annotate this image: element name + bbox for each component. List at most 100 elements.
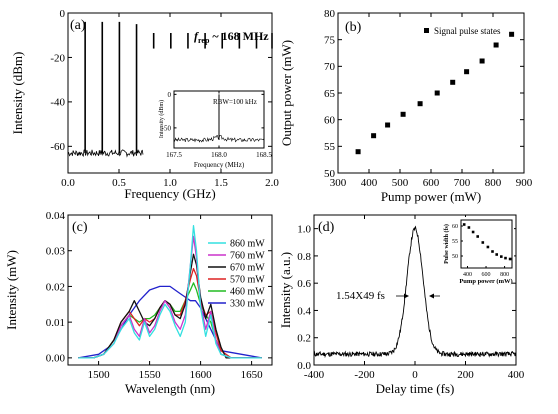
panel-d-inset-y-tick-label: 50 — [452, 254, 458, 260]
panel-c-ticks: 1500 1550 1600 1650 0.00 0.01 0.02 0.03 0.04 — [46, 210, 272, 381]
panel-b-data-point — [450, 79, 456, 85]
panel-a-inset-x-tick-label: 168.5 — [256, 151, 272, 159]
panel-b-data-point — [400, 111, 406, 117]
panel-d-y-tick-label: 0.8 — [297, 251, 311, 263]
panel-d-x-tick-label: -400 — [304, 369, 325, 381]
panel-b-y-tick-label: 75 — [324, 35, 336, 47]
panel-d-inset-y-tick-label: 60 — [452, 224, 458, 230]
panel-a-x-tick-label: 1.5 — [214, 177, 228, 189]
panel-a-x-tick-label: 1.0 — [163, 177, 177, 189]
panel-b-x-axis-label: Pump power (mW) — [381, 189, 481, 204]
panel-a-inset-x-tick-label: 167.5 — [166, 151, 182, 159]
panel-b-legend-label: Signal pulse states — [434, 26, 501, 36]
panel-d-autocorrelation-trace — [313, 225, 517, 359]
panel-c-x-tick-label: 1650 — [241, 369, 264, 381]
panel-c-legend-label: 860 mW — [230, 239, 265, 250]
panel-c-frame — [67, 214, 273, 366]
panel-d-autocorrelation: (d) -400 -200 0 200 400 0.0 0.2 0.4 0.6 0.8 1.0 1.… — [278, 214, 525, 396]
panel-d-inset-data-point — [508, 257, 512, 261]
panel-d-label: (d) — [318, 220, 335, 235]
panel-c-x-tick-label: 1500 — [88, 369, 111, 381]
panel-b-y-tick-label: 55 — [324, 141, 336, 153]
panel-b-y-tick-label: 50 — [324, 168, 336, 180]
panel-a-y-axis-label: Intensity (dBm) — [10, 52, 25, 135]
panel-a-x-tick-label: 0.0 — [61, 177, 75, 189]
panel-a-x-tick-label: 0.5 — [112, 177, 126, 189]
panel-a-inset-x-tick-label: 168.0 — [211, 151, 227, 159]
panel-a-inset: 167.5 168.0 168.5 -50 0 RBW=100 kHz Frequenc… — [158, 86, 272, 169]
panel-b-data-point — [479, 58, 485, 64]
panel-d-y-tick-label: 1.0 — [297, 223, 311, 235]
panel-d-y-tick-label: 0.6 — [297, 278, 311, 290]
panel-c-series-line — [78, 235, 262, 359]
panel-d-inset-data-point — [504, 256, 507, 260]
panel-c-y-tick-label: 0.03 — [46, 246, 66, 258]
panel-c-y-axis-label: Intensity (mW) — [4, 250, 19, 330]
panel-c-legend-label: 330 mW — [230, 299, 265, 310]
panel-b-label: (b) — [345, 20, 362, 35]
panel-d-y-tick-label: 0.0 — [297, 360, 311, 372]
panel-b-y-tick-label: 80 — [324, 8, 336, 20]
panel-b-y-tick-label: 70 — [324, 61, 336, 73]
panel-d-ticks: -400 -200 0 200 400 0.0 0.2 0.4 0.6 0.8 1.0 — [297, 215, 525, 381]
panel-a-noise-trace — [67, 149, 144, 158]
panel-a-y-tick-label: -60 — [50, 141, 65, 153]
panel-b-y-tick-label: 65 — [324, 88, 336, 100]
panel-c-legend-label: 760 mW — [230, 251, 265, 262]
panel-b-data-point — [434, 90, 440, 96]
panel-d-plot — [313, 225, 517, 359]
panel-b-plot — [355, 31, 515, 155]
panel-d-inset-x-tick-label: 400 — [463, 272, 472, 278]
panel-a-spectrum: (a) frep ~ 168 MHz 0.0 0.5 1.0 1.5 2.0-60-40… — [10, 8, 279, 201]
panel-b-data-point — [371, 133, 377, 139]
panel-b-x-tick-label: 900 — [516, 177, 533, 189]
panel-c-y-tick-label: 0.01 — [46, 317, 65, 329]
panel-b-x-tick-label: 400 — [361, 177, 378, 189]
panel-a-x-tick-label: 2.0 — [265, 177, 279, 189]
panel-d-y-tick-label: 0.4 — [297, 305, 311, 317]
panel-c-x-axis-label: Wavelength (nm) — [125, 381, 215, 396]
panel-d-y-tick-label: 0.2 — [297, 333, 311, 345]
panel-a-ticks: 0.0 0.5 1.0 1.5 2.0 -60 -40 -20 0 — [50, 8, 279, 189]
panel-b-data-point — [493, 42, 499, 48]
panel-a-inset-y-tick-label: -50 — [162, 124, 172, 132]
panel-d-inset-ticks: 400 600 800 50 55 60 — [452, 224, 509, 278]
panel-b-data-point — [464, 69, 470, 75]
panel-b-x-tick-label: 600 — [423, 177, 440, 189]
panel-a-label: (a) — [70, 18, 86, 33]
panel-c-x-tick-label: 1600 — [190, 369, 213, 381]
panel-d-inset: 400 600 800 50 55 60 Pump power (mW) Pulse wi… — [443, 217, 514, 285]
panel-d-x-tick-label: 0 — [412, 369, 418, 381]
panel-d-inset-x-tick-label: 600 — [482, 272, 491, 278]
panel-b-x-tick-label: 700 — [454, 177, 471, 189]
panel-b-legend-marker — [424, 28, 429, 33]
panel-b-output-power: (b) 300 400 500 600 700 800 90050556065707580 … — [279, 8, 533, 204]
panel-a-inset-y-tick-label: 0 — [168, 91, 172, 99]
panel-c-y-tick-label: 0.04 — [46, 210, 66, 222]
panel-d-x-tick-label: -200 — [354, 369, 375, 381]
panel-b-ticks: 300 400 500 600 700 800 900 50 55 60 65 70 75 80 — [324, 8, 533, 189]
panel-a-inset-y-axis-label: Intensity (dBm) — [158, 100, 165, 138]
panel-a-inset-plot — [173, 94, 265, 143]
panel-a-inset-x-axis-label: Frequency (MHz) — [194, 161, 245, 169]
panel-a-y-tick-label: -40 — [50, 97, 65, 109]
panel-d-inset-data-point — [495, 253, 498, 256]
panel-c-y-tick-label: 0.02 — [46, 281, 65, 293]
panel-d-x-tick-label: 200 — [457, 369, 474, 381]
panel-c-legend-label: 460 mW — [230, 287, 265, 298]
panel-b-x-tick-label: 500 — [392, 177, 409, 189]
panel-a-y-tick-label: 0 — [60, 8, 66, 20]
panel-b-data-point — [385, 122, 391, 128]
panel-c-legend-label: 570 mW — [230, 275, 265, 286]
panel-d-inset-data-point — [476, 235, 479, 238]
panel-c-label: (c) — [72, 220, 88, 235]
panel-c-plot — [78, 225, 262, 359]
panel-b-data-point — [509, 31, 515, 37]
panel-b-x-tick-label: 800 — [485, 177, 502, 189]
panel-c-spectra: (c) 1500 1550 1600 1650 0.00 0.01 0.02 0.03 0.04… — [4, 210, 273, 396]
panel-d-x-axis-label: Delay time (fs) — [376, 381, 455, 396]
panel-c-y-tick-label: 0.00 — [46, 353, 66, 365]
panel-d-inset-data-point — [467, 226, 471, 229]
panel-d-inset-plot — [462, 223, 512, 261]
